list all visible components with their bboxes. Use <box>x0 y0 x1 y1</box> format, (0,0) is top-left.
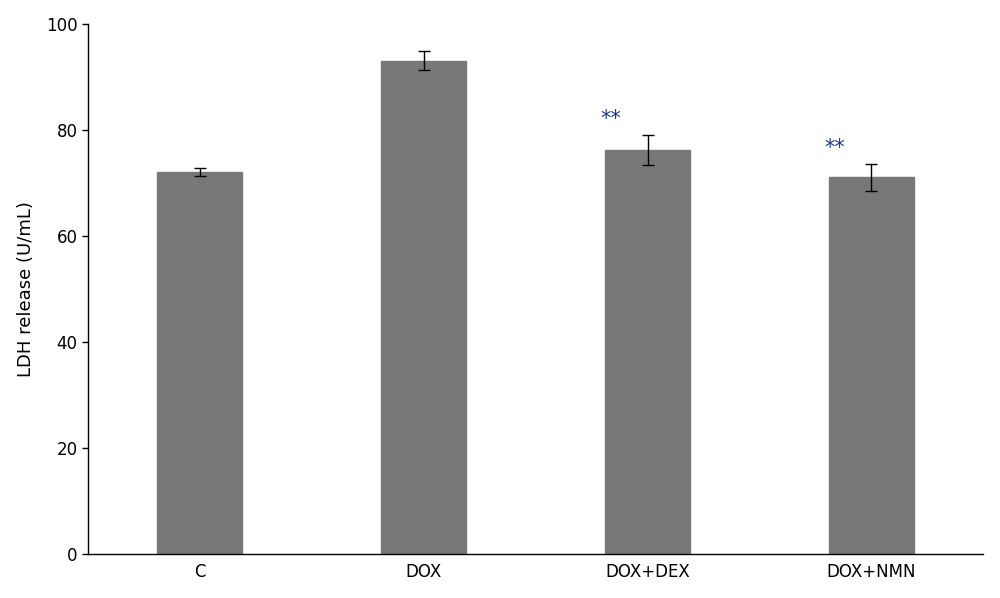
Bar <box>605 150 690 554</box>
Text: **: ** <box>601 109 621 129</box>
Bar <box>157 172 242 554</box>
Bar <box>381 61 466 554</box>
Y-axis label: LDH release (U/mL): LDH release (U/mL) <box>17 201 35 377</box>
Text: **: ** <box>825 138 845 158</box>
Bar <box>829 178 914 554</box>
